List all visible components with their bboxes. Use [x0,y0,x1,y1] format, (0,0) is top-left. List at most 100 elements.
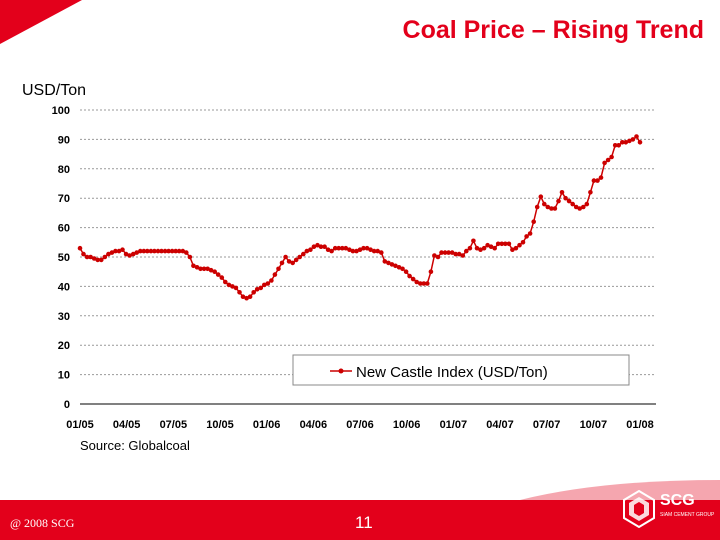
data-point [166,248,171,254]
data-point [524,234,529,239]
data-point [552,206,558,211]
data-point [499,241,505,247]
data-point [418,281,423,286]
x-tick-label: 07/06 [346,419,374,431]
data-point [591,178,597,183]
data-point [581,204,586,210]
data-point [219,275,225,280]
data-point [442,250,448,255]
data-point [187,254,193,260]
data-point [350,248,356,254]
data-point [208,267,214,273]
data-point [478,247,483,252]
data-point [77,245,83,251]
y-tick-label: 100 [52,105,70,117]
data-point [329,248,334,254]
data-point [308,247,313,252]
data-point [559,190,565,195]
data-point [95,257,100,263]
data-point [159,248,164,254]
data-point [495,241,501,247]
data-point [488,244,494,249]
y-tick-label: 80 [58,164,70,176]
data-point [113,248,118,254]
data-point [293,257,299,263]
data-point [169,248,175,254]
data-point [609,154,614,160]
data-point [191,263,196,269]
data-point [573,204,579,210]
y-tick-label: 40 [58,281,70,293]
data-point [123,251,129,257]
x-tick-label: 07/05 [160,419,188,431]
data-point [325,247,331,252]
data-point [357,247,363,252]
footer-swoosh [520,480,720,500]
data-point [297,254,303,260]
data-point [223,279,228,285]
data-point [247,294,253,300]
data-point [481,245,487,251]
data-point [542,201,547,207]
data-point [410,276,416,282]
y-tick-label: 10 [58,370,70,382]
data-point [201,266,207,272]
data-point [91,256,97,261]
data-point [627,138,632,144]
data-point [453,251,459,257]
data-point [272,272,278,277]
data-point [556,198,561,204]
data-point [467,245,473,251]
data-point [148,248,154,254]
data-point [549,206,554,211]
data-point [368,247,373,252]
series-line [79,135,641,300]
data-point [570,201,575,207]
data-point [386,260,391,266]
x-tick-label: 01/07 [440,419,468,431]
data-point [389,262,395,267]
logo-subtext: SIAM CEMENT GROUP [660,512,715,518]
data-point [244,295,249,301]
data-point [102,254,108,260]
data-point [354,248,359,254]
data-point [534,204,540,210]
slide-title: Coal Price – Rising Trend [402,16,704,44]
x-tick-label: 04/07 [486,419,514,431]
line-chart: 0 10 20 30 40 50 60 70 80 90 100 01/05 04/05 07/05 10/… [52,105,656,431]
x-tick-label: 01/05 [66,419,94,431]
corner-logo-shape [0,0,82,44]
data-point [262,282,267,288]
series-layer [77,134,643,301]
y-tick-label: 0 [64,399,70,411]
data-point [340,245,345,251]
data-point [304,248,310,254]
x-tick-label: 04/05 [113,419,141,431]
data-point [240,294,246,300]
data-point [176,248,182,254]
data-point [425,281,430,286]
data-point [361,245,366,251]
footer-bar [0,500,720,540]
y-tick-label: 30 [58,311,70,323]
data-point [630,137,636,142]
data-point [269,278,274,283]
data-point [563,195,568,201]
data-point [485,242,490,248]
x-tick-label: 10/06 [393,419,421,431]
data-point [428,269,434,275]
data-point [194,265,200,270]
data-point [474,245,480,251]
data-point [449,250,455,255]
x-tick-label: 01/06 [253,419,281,431]
legend-box [292,354,630,386]
data-point [311,244,317,249]
data-point [520,240,526,245]
data-point [375,248,381,254]
y-tick-label: 50 [58,252,70,264]
data-point [152,248,157,254]
data-point [205,266,210,272]
data-point [503,241,508,247]
data-point [84,254,90,260]
data-point [81,251,86,257]
